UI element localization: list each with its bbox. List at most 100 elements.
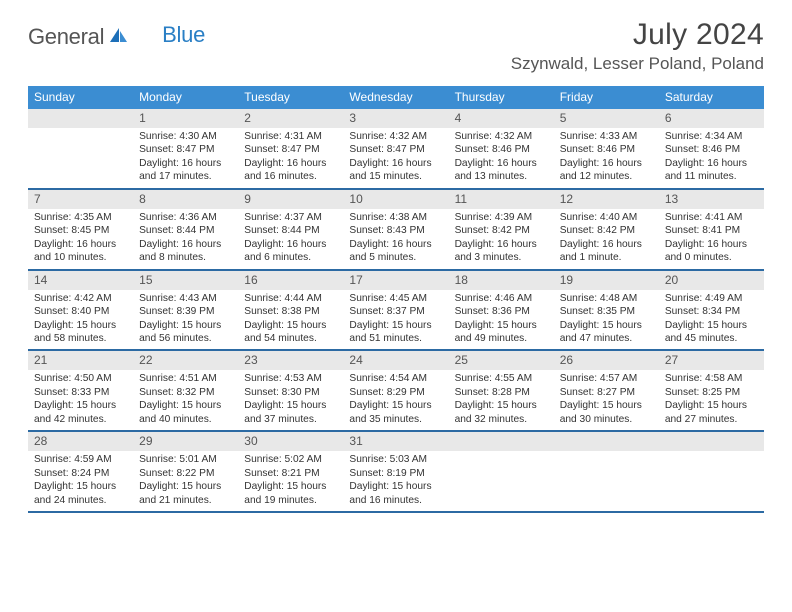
sunrise-text: Sunrise: 4:41 AM: [665, 211, 758, 224]
daylight-text-2: and 24 minutes.: [34, 494, 127, 507]
day-details: Sunrise: 4:54 AMSunset: 8:29 PMDaylight:…: [343, 370, 448, 430]
daylight-text-2: and 6 minutes.: [244, 251, 337, 264]
day-number: 1: [133, 109, 238, 128]
day-cell: 22Sunrise: 4:51 AMSunset: 8:32 PMDayligh…: [133, 351, 238, 430]
sunset-text: Sunset: 8:32 PM: [139, 386, 232, 399]
daylight-text-2: and 51 minutes.: [349, 332, 442, 345]
day-details: Sunrise: 4:53 AMSunset: 8:30 PMDaylight:…: [238, 370, 343, 430]
daylight-text-2: and 54 minutes.: [244, 332, 337, 345]
weekday-header: Thursday: [449, 86, 554, 109]
daylight-text: Daylight: 16 hours: [139, 157, 232, 170]
day-number: 20: [659, 271, 764, 290]
sunrise-text: Sunrise: 4:34 AM: [665, 130, 758, 143]
sunset-text: Sunset: 8:42 PM: [560, 224, 653, 237]
day-number: 29: [133, 432, 238, 451]
day-number: 4: [449, 109, 554, 128]
page-header: General Blue July 2024 Szynwald, Lesser …: [28, 18, 764, 74]
day-details: Sunrise: 4:30 AMSunset: 8:47 PMDaylight:…: [133, 128, 238, 188]
daylight-text-2: and 12 minutes.: [560, 170, 653, 183]
sunset-text: Sunset: 8:28 PM: [455, 386, 548, 399]
day-number: 10: [343, 190, 448, 209]
empty-day-band: [554, 432, 659, 451]
sunset-text: Sunset: 8:35 PM: [560, 305, 653, 318]
day-details: Sunrise: 4:49 AMSunset: 8:34 PMDaylight:…: [659, 290, 764, 350]
sunset-text: Sunset: 8:37 PM: [349, 305, 442, 318]
day-cell: 29Sunrise: 5:01 AMSunset: 8:22 PMDayligh…: [133, 432, 238, 511]
day-cell: 9Sunrise: 4:37 AMSunset: 8:44 PMDaylight…: [238, 190, 343, 269]
sunset-text: Sunset: 8:29 PM: [349, 386, 442, 399]
sunrise-text: Sunrise: 4:32 AM: [349, 130, 442, 143]
empty-day-band: [28, 109, 133, 128]
day-details: Sunrise: 4:42 AMSunset: 8:40 PMDaylight:…: [28, 290, 133, 350]
daylight-text-2: and 32 minutes.: [455, 413, 548, 426]
weekday-header: Tuesday: [238, 86, 343, 109]
weekday-header-row: SundayMondayTuesdayWednesdayThursdayFrid…: [28, 86, 764, 109]
daylight-text-2: and 42 minutes.: [34, 413, 127, 426]
daylight-text-2: and 49 minutes.: [455, 332, 548, 345]
day-cell: 12 Sunrise: 4:40 AMSunset: 8:42 PMDayligh…: [554, 190, 659, 269]
day-cell: 13Sunrise: 4:41 AMSunset: 8:41 PMDayligh…: [659, 190, 764, 269]
week-row: 28Sunrise: 4:59 AMSunset: 8:24 PMDayligh…: [28, 432, 764, 513]
day-number: 12: [554, 190, 659, 209]
logo: General Blue: [28, 24, 205, 50]
day-cell: 25Sunrise: 4:55 AMSunset: 8:28 PMDayligh…: [449, 351, 554, 430]
daylight-text: Daylight: 15 hours: [349, 480, 442, 493]
daylight-text-2: and 45 minutes.: [665, 332, 758, 345]
daylight-text: Daylight: 15 hours: [665, 399, 758, 412]
day-cell: 31Sunrise: 5:03 AMSunset: 8:19 PMDayligh…: [343, 432, 448, 511]
day-details: Sunrise: 4:51 AMSunset: 8:32 PMDaylight:…: [133, 370, 238, 430]
daylight-text-2: and 15 minutes.: [349, 170, 442, 183]
empty-day: [554, 432, 659, 511]
sunrise-text: Sunrise: 5:03 AM: [349, 453, 442, 466]
sunrise-text: Sunrise: 4:40 AM: [560, 211, 653, 224]
day-details: Sunrise: 4:50 AMSunset: 8:33 PMDaylight:…: [28, 370, 133, 430]
sunrise-text: Sunrise: 4:37 AM: [244, 211, 337, 224]
day-number: 7: [28, 190, 133, 209]
daylight-text: Daylight: 16 hours: [349, 238, 442, 251]
day-cell: 28Sunrise: 4:59 AMSunset: 8:24 PMDayligh…: [28, 432, 133, 511]
daylight-text: Daylight: 16 hours: [665, 157, 758, 170]
day-number: 11: [449, 190, 554, 209]
sunset-text: Sunset: 8:39 PM: [139, 305, 232, 318]
week-row: 7Sunrise: 4:35 AMSunset: 8:45 PMDaylight…: [28, 190, 764, 271]
daylight-text: Daylight: 15 hours: [34, 399, 127, 412]
day-number: 16: [238, 271, 343, 290]
daylight-text-2: and 16 minutes.: [244, 170, 337, 183]
day-cell: 10Sunrise: 4:38 AMSunset: 8:43 PMDayligh…: [343, 190, 448, 269]
daylight-text: Daylight: 15 hours: [349, 399, 442, 412]
day-number: 3: [343, 109, 448, 128]
sunset-text: Sunset: 8:24 PM: [34, 467, 127, 480]
daylight-text-2: and 10 minutes.: [34, 251, 127, 264]
day-details: Sunrise: 4:32 AMSunset: 8:47 PMDaylight:…: [343, 128, 448, 188]
day-cell: 2Sunrise: 4:31 AMSunset: 8:47 PMDaylight…: [238, 109, 343, 188]
sunrise-text: Sunrise: 4:57 AM: [560, 372, 653, 385]
weekday-header: Sunday: [28, 86, 133, 109]
day-number: 23: [238, 351, 343, 370]
sunset-text: Sunset: 8:38 PM: [244, 305, 337, 318]
day-cell: 1Sunrise: 4:30 AMSunset: 8:47 PMDaylight…: [133, 109, 238, 188]
sunrise-text: Sunrise: 4:39 AM: [455, 211, 548, 224]
daylight-text: Daylight: 16 hours: [560, 238, 653, 251]
daylight-text: Daylight: 16 hours: [244, 157, 337, 170]
weekday-header: Friday: [554, 86, 659, 109]
daylight-text: Daylight: 15 hours: [244, 319, 337, 332]
sunset-text: Sunset: 8:19 PM: [349, 467, 442, 480]
day-details: Sunrise: 4:39 AMSunset: 8:42 PMDaylight:…: [449, 209, 554, 269]
logo-text-2: Blue: [162, 22, 205, 48]
daylight-text-2: and 30 minutes.: [560, 413, 653, 426]
day-details: Sunrise: 4:38 AMSunset: 8:43 PMDaylight:…: [343, 209, 448, 269]
day-cell: 6Sunrise: 4:34 AMSunset: 8:46 PMDaylight…: [659, 109, 764, 188]
day-details: Sunrise: 4:36 AMSunset: 8:44 PMDaylight:…: [133, 209, 238, 269]
sunset-text: Sunset: 8:40 PM: [34, 305, 127, 318]
daylight-text-2: and 13 minutes.: [455, 170, 548, 183]
week-row: 21Sunrise: 4:50 AMSunset: 8:33 PMDayligh…: [28, 351, 764, 432]
weekday-header: Saturday: [659, 86, 764, 109]
day-details: Sunrise: 5:02 AMSunset: 8:21 PMDaylight:…: [238, 451, 343, 511]
sunrise-text: Sunrise: 4:30 AM: [139, 130, 232, 143]
day-details: Sunrise: 4:43 AMSunset: 8:39 PMDaylight:…: [133, 290, 238, 350]
day-cell: 30Sunrise: 5:02 AMSunset: 8:21 PMDayligh…: [238, 432, 343, 511]
sunrise-text: Sunrise: 4:44 AM: [244, 292, 337, 305]
daylight-text-2: and 1 minute.: [560, 251, 653, 264]
daylight-text-2: and 58 minutes.: [34, 332, 127, 345]
day-number: 5: [554, 109, 659, 128]
